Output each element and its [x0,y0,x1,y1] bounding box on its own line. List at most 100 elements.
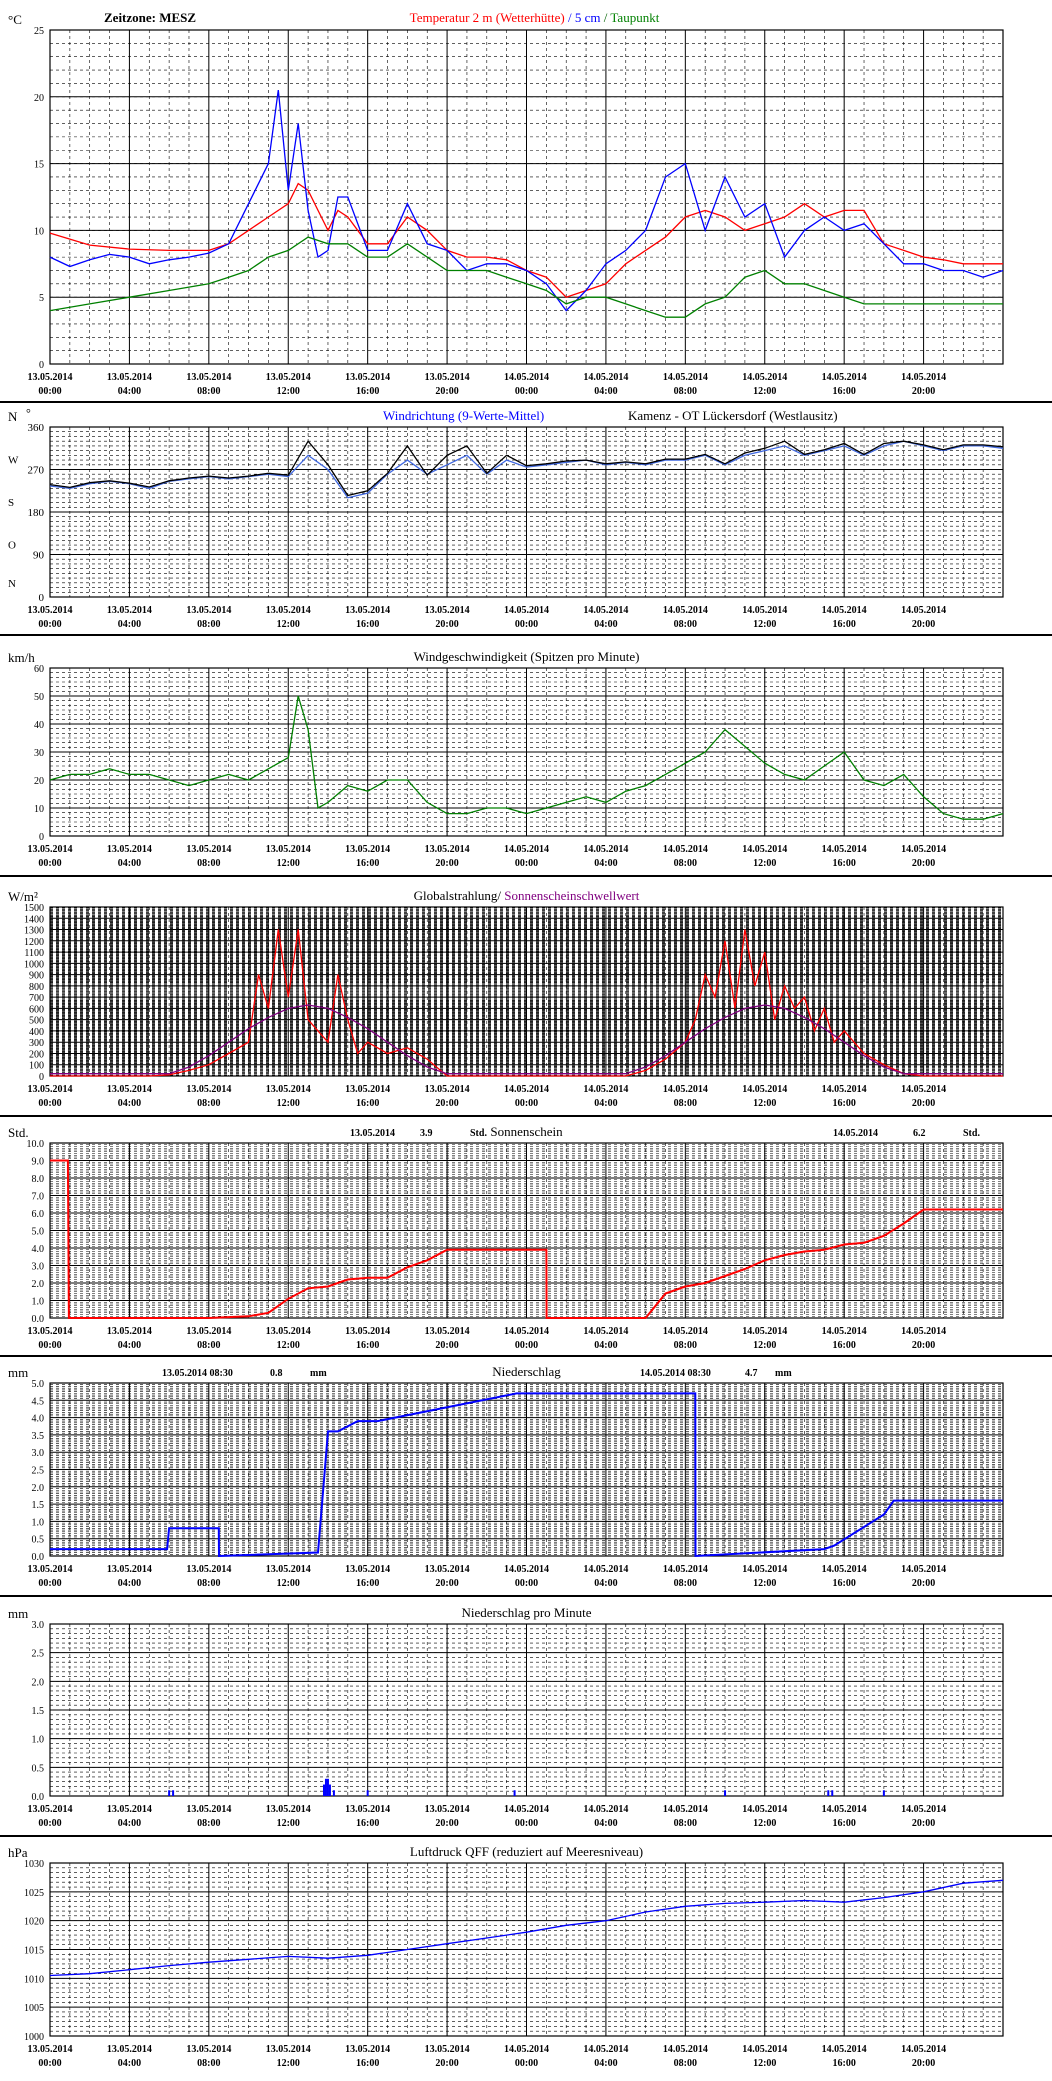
y-tick-label: 1.5 [32,1500,45,1511]
chart-title-part: Taupunkt [610,10,659,25]
plot-frame [49,667,1004,837]
x-tick-date: 13.05.2014 [266,605,311,616]
y-tick-label: 2.5 [32,1466,45,1477]
x-tick-date: 13.05.2014 [186,2044,231,2055]
plot-frame [49,1623,1004,1797]
x-tick-date: 13.05.2014 [28,2044,73,2055]
x-tick-date: 14.05.2014 [663,605,708,616]
x-tick-time: 04:00 [118,858,141,869]
x-tick-date: 14.05.2014 [822,1564,867,1575]
x-tick-date: 14.05.2014 [504,605,549,616]
x-tick-date: 14.05.2014 [901,605,946,616]
x-tick-time: 16:00 [356,1098,379,1109]
x-tick-date: 13.05.2014 [107,372,152,383]
x-tick-time: 08:00 [197,2058,220,2069]
unit-label: km/h [8,650,35,665]
x-tick-date: 13.05.2014 [345,1564,390,1575]
y-tick-label: 0 [39,832,44,843]
x-tick-date: 14.05.2014 [901,844,946,855]
x-tick-date: 14.05.2014 [663,1804,708,1815]
x-tick-date: 13.05.2014 [28,372,73,383]
x-tick-date: 14.05.2014 [901,1804,946,1815]
y-tick-label: 1400 [24,914,44,925]
x-tick-time: 00:00 [38,619,61,630]
x-tick-time: 12:00 [277,1098,300,1109]
y-tick-label: 10 [34,804,44,815]
x-tick-time: 08:00 [197,858,220,869]
x-tick-time: 16:00 [832,858,855,869]
x-tick-time: 20:00 [435,1818,458,1829]
x-tick-date: 14.05.2014 [583,1084,628,1095]
y-tick-label: 10.0 [27,1139,45,1150]
y-tick-label: 0.0 [32,1314,45,1325]
x-tick-time: 08:00 [197,1578,220,1589]
x-tick-date: 13.05.2014 [425,2044,470,2055]
x-tick-date: 13.05.2014 [186,1326,231,1337]
chart-title-part: Kamenz - OT Lückersdorf (Westlausitz) [628,408,838,423]
x-tick-time: 12:00 [753,386,776,397]
x-tick-date: 13.05.2014 [345,1804,390,1815]
x-tick-time: 12:00 [277,1818,300,1829]
day-total-date: 13.05.2014 08:30 [162,1368,233,1379]
chart-title-part: Temperatur 2 m (Wetterhütte) [410,10,565,25]
x-tick-time: 16:00 [356,1578,379,1589]
day-total-date: 13.05.2014 [350,1128,395,1139]
x-tick-date: 14.05.2014 [742,1564,787,1575]
series-line-1 [50,1159,1003,1319]
x-tick-time: 00:00 [38,1578,61,1589]
x-tick-date: 13.05.2014 [186,844,231,855]
y-tick-label: N [8,578,16,590]
x-tick-date: 14.05.2014 [822,844,867,855]
y-tick-label: 500 [29,1016,44,1027]
y-tick-label: 1005 [24,2003,44,2014]
y-tick-label: 2.0 [32,1483,45,1494]
x-tick-time: 00:00 [38,1340,61,1351]
y-tick-label: 15 [34,160,44,171]
x-tick-time: 04:00 [594,1340,617,1351]
x-tick-date: 14.05.2014 [583,844,628,855]
x-tick-time: 12:00 [753,1818,776,1829]
plot-frame [49,29,1004,365]
x-tick-date: 14.05.2014 [583,1564,628,1575]
x-tick-time: 08:00 [197,1818,220,1829]
day-total-value: 6.2 [913,1128,926,1139]
unit-label: N [8,409,18,424]
x-tick-date: 14.05.2014 [901,1084,946,1095]
y-tick-label: 1020 [24,1917,44,1928]
x-tick-time: 08:00 [674,2058,697,2069]
x-tick-date: 14.05.2014 [742,605,787,616]
x-tick-time: 00:00 [515,1578,538,1589]
x-tick-date: 14.05.2014 [504,372,549,383]
precip-bar [366,1790,369,1796]
x-tick-date: 14.05.2014 [663,1084,708,1095]
x-tick-time: 12:00 [753,2058,776,2069]
x-tick-time: 16:00 [832,386,855,397]
precip-bar [326,1778,329,1796]
x-tick-date: 13.05.2014 [425,1564,470,1575]
x-tick-time: 12:00 [277,619,300,630]
y-tick-label: 3.0 [32,1262,45,1273]
y-tick-label: 0.5 [32,1535,45,1546]
x-tick-time: 12:00 [277,386,300,397]
x-tick-time: 12:00 [753,1340,776,1351]
x-tick-date: 13.05.2014 [266,2044,311,2055]
precip-bar [328,1784,331,1796]
x-tick-date: 14.05.2014 [822,1084,867,1095]
x-tick-date: 13.05.2014 [345,372,390,383]
chart-title: Temperatur 2 m (Wetterhütte) / 5 cm / Ta… [410,10,660,25]
x-tick-date: 14.05.2014 [822,605,867,616]
x-tick-date: 13.05.2014 [345,1084,390,1095]
chart-title: Windgeschwindigkeit (Spitzen pro Minute) [414,649,640,664]
x-tick-time: 16:00 [356,858,379,869]
unit-label: °C [8,12,22,27]
precip-bar [882,1790,885,1796]
x-tick-date: 14.05.2014 [822,2044,867,2055]
x-tick-date: 13.05.2014 [425,372,470,383]
x-tick-time: 08:00 [674,1818,697,1829]
x-tick-date: 14.05.2014 [901,372,946,383]
y-tick-label: 200 [29,1049,44,1060]
precip-bar [831,1790,834,1796]
y-tick-label: 600 [29,1004,44,1015]
